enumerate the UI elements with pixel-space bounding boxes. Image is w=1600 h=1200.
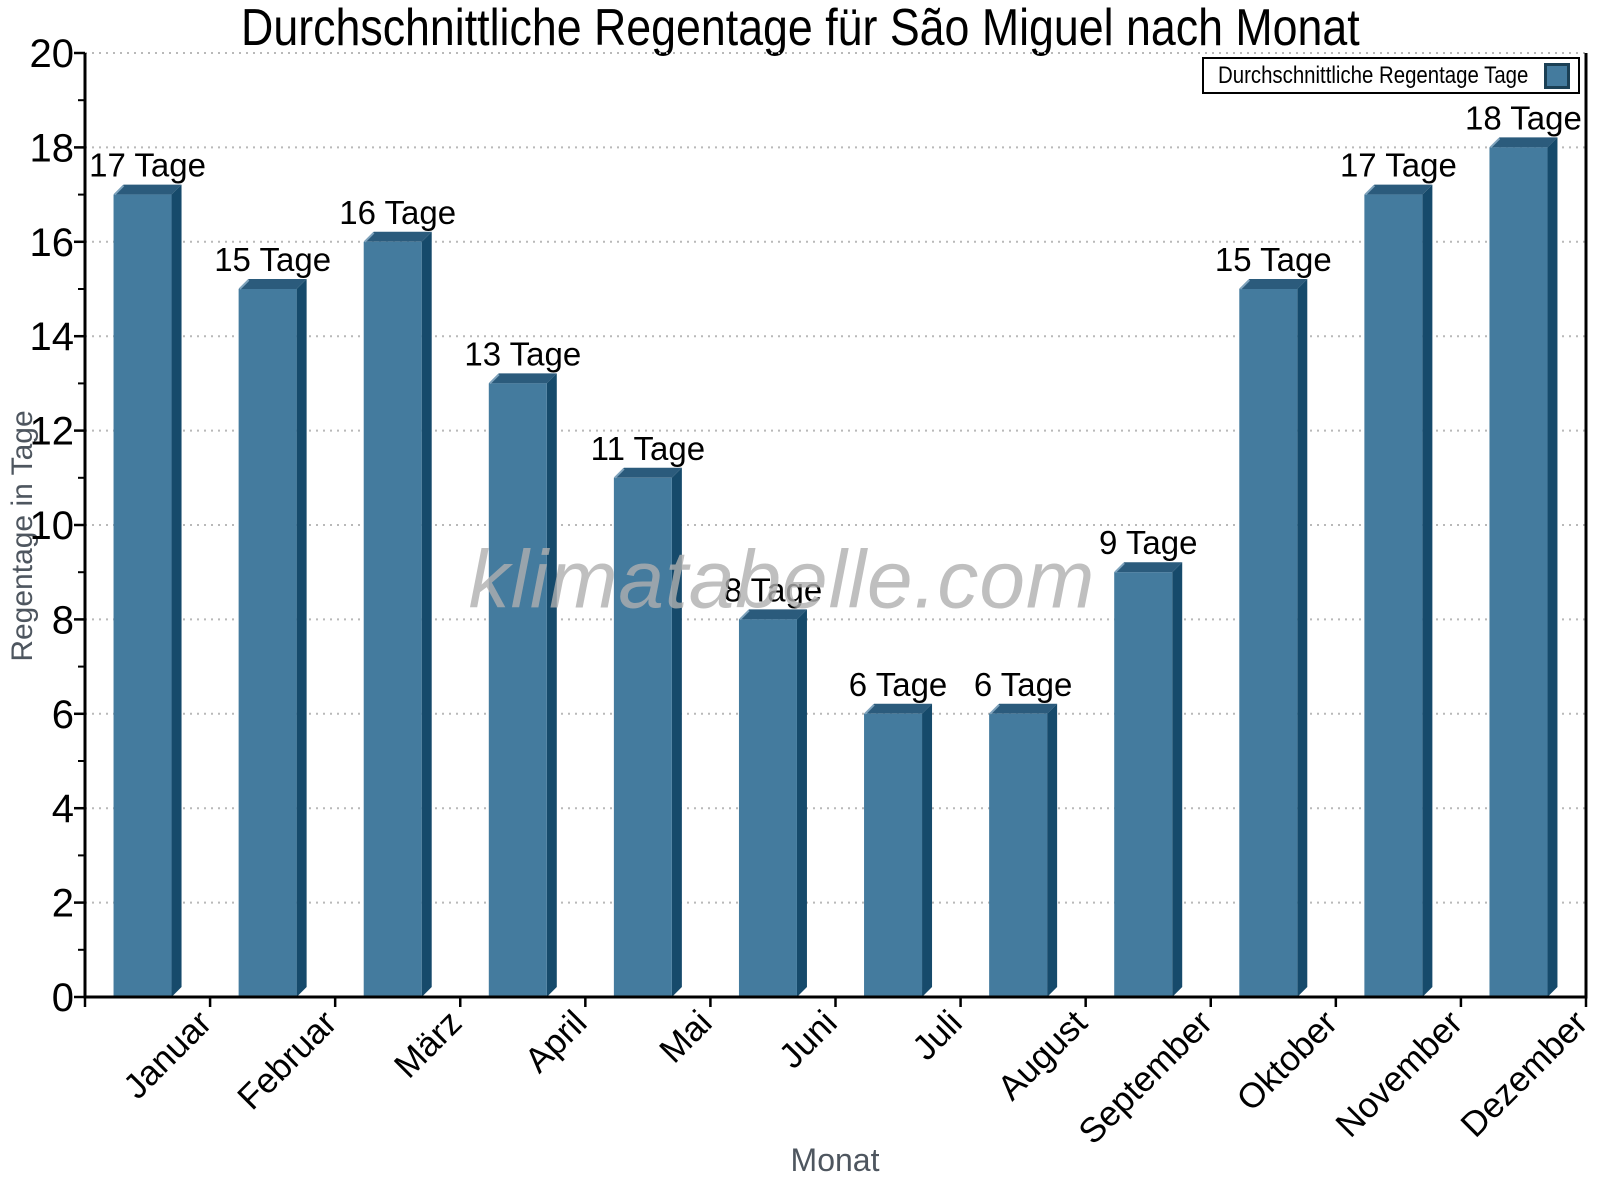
bar-face [738,619,797,997]
bar-bevel-highlight [489,373,500,385]
y-tick-label: 0 [52,976,74,1020]
bar-side [922,703,933,997]
y-tick-label: 8 [52,598,74,642]
y-tick-label: 16 [30,221,75,265]
bar-value-label: 9 Tage [1099,524,1197,561]
y-tick-label: 20 [30,32,75,76]
bar-face [864,713,923,997]
x-tick-label: August [990,1003,1095,1108]
chart-title-text: Durchschnittliche Regentage für São Migu… [240,0,1360,57]
bar-side [796,609,807,997]
x-tick-label: Januar [116,1003,219,1106]
x-tick-label: Juli [905,1003,970,1068]
bar-face [1114,572,1173,997]
bar-side [1297,279,1308,997]
x-tick-label: Dezember [1453,1003,1595,1145]
bar-bevel-highlight [864,704,875,715]
x-axis-title: Monat [790,1142,880,1178]
legend-label: Durchschnittliche Regentage Tage [1218,61,1529,89]
bar-bevel-highlight [1364,184,1376,196]
bar-side [1047,703,1058,997]
bar-top [238,279,307,289]
bar-bevel-highlight [1489,137,1501,149]
bar-top [488,373,557,384]
bar-top [738,609,807,620]
bar-value-label: 17 Tage [1340,147,1457,184]
y-tick-label: 6 [52,693,74,737]
bar-value-label: 15 Tage [1215,241,1332,278]
x-tick-label: April [517,1003,594,1080]
bar-top [113,184,182,195]
bar-side [546,373,557,997]
bar-side [671,467,682,997]
bar-side [1547,137,1558,997]
chart-title: Durchschnittliche Regentage für São Migu… [0,0,1600,56]
y-tick-label: 18 [30,126,75,170]
bar-bevel-highlight [739,609,750,621]
x-tick-label: Oktober [1229,1003,1345,1119]
bar-value-label: 13 Tage [464,335,581,372]
bar-top [1364,184,1433,195]
bar-value-label: 8 Tage [724,571,822,608]
bar-top [363,231,432,242]
bar-bevel-highlight [614,468,625,479]
bar-top [1114,562,1183,573]
bar-bevel-highlight [989,704,1000,715]
bar-face [613,477,672,997]
x-tick-label: Juni [772,1003,845,1076]
bar-side [1422,184,1433,998]
bar-face [113,194,172,998]
y-tick-label: 2 [52,882,74,926]
bar-top [1489,137,1558,148]
bar-bevel-highlight [1114,562,1125,573]
x-tick-label: Februar [230,1003,344,1117]
bar-face [363,241,422,998]
bar-side [171,184,182,998]
bar-value-label: 17 Tage [89,147,206,184]
y-tick-label: 10 [30,504,75,548]
bar-value-label: 16 Tage [339,194,456,231]
bar-value-label: 18 Tage [1465,99,1582,136]
bar-face [1489,147,1548,997]
bar-bevel-highlight [113,184,125,196]
legend-box: Durchschnittliche Regentage Tage [1202,57,1580,94]
bar-top [989,703,1058,714]
bar-face [1364,194,1423,998]
bar-side [421,231,432,998]
x-tick-label: März [387,1003,470,1086]
bar-value-label: 15 Tage [214,241,331,278]
bar-face [989,713,1048,997]
bar-top [613,467,682,478]
bar-value-label: 6 Tage [849,666,947,703]
bar-top [864,703,933,714]
x-tick-label: Mai [652,1003,719,1070]
y-tick-label: 12 [30,410,75,454]
y-tick-label: 4 [52,787,74,831]
bar-face [238,289,297,997]
bar-face [1239,289,1298,997]
bar-value-label: 6 Tage [974,666,1072,703]
bar-bevel-highlight [1239,279,1250,290]
x-tick-label: November [1328,1003,1470,1145]
bar-bevel-highlight [238,279,250,290]
bar-side [1172,562,1183,997]
bar-side [296,279,307,997]
bar-bevel-highlight [364,232,375,243]
x-tick-label: September [1071,1003,1220,1152]
bar-top [1239,279,1308,289]
bar-value-label: 11 Tage [591,430,705,467]
bar-face [488,383,547,997]
legend-swatch [1544,62,1570,89]
y-tick-label: 14 [30,315,75,359]
